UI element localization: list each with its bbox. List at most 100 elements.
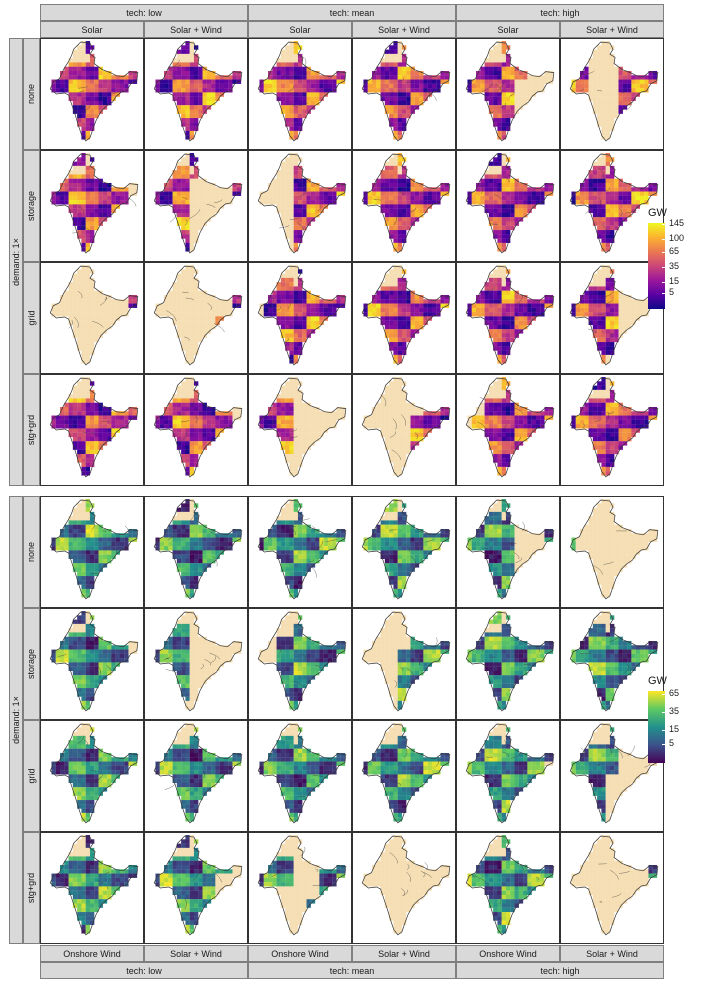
map-region-cell <box>189 312 195 317</box>
map-region-cell <box>389 273 394 278</box>
map-region-cell <box>384 324 390 330</box>
map-region-cell <box>293 165 299 171</box>
map-region-cell <box>77 419 82 425</box>
map-region-cell <box>202 187 207 192</box>
map-region-cell <box>172 70 177 76</box>
map-region-cell <box>289 182 294 188</box>
map-region-cell <box>523 212 528 218</box>
map-region-cell <box>618 200 623 205</box>
map-region-cell <box>605 53 611 59</box>
map-region-cell <box>319 415 324 420</box>
map-region-cell <box>293 122 299 127</box>
map-region-cell <box>85 58 91 63</box>
state-boundary <box>489 111 494 114</box>
map-region-cell <box>285 204 290 209</box>
map-region-cell <box>609 96 615 102</box>
map-region-cell <box>89 419 95 425</box>
map-region-cell <box>223 79 229 84</box>
map-region-cell <box>193 445 199 450</box>
map-region-cell <box>94 320 99 326</box>
map-region-cell <box>68 419 73 425</box>
map-region-cell <box>393 208 398 214</box>
map-region-cell <box>397 312 403 317</box>
map-region-cell <box>397 195 403 201</box>
map-region-cell <box>627 320 632 326</box>
map-region-cell <box>306 187 311 192</box>
map-region-cell <box>393 174 398 179</box>
map-region-cell <box>380 174 385 179</box>
map-region-cell <box>601 58 606 63</box>
map-region-cell <box>280 178 286 184</box>
map-region-cell <box>64 75 69 80</box>
map-region-cell <box>497 346 502 351</box>
map-region-cell <box>497 402 502 408</box>
map-region-cell <box>410 66 415 72</box>
map-region-cell <box>380 83 385 89</box>
map-region-cell <box>280 191 286 196</box>
map-region-cell <box>189 191 195 196</box>
map-region-cell <box>609 100 615 106</box>
map-region-cell <box>107 312 112 317</box>
map-region-cell <box>527 204 532 209</box>
map-region-cell <box>198 320 203 326</box>
map-region-cell <box>77 45 82 50</box>
map-region-cell <box>384 316 390 321</box>
map-region-cell <box>198 294 203 300</box>
map-region-cell <box>181 320 186 326</box>
map-region-cell <box>327 303 333 308</box>
map-region-cell <box>401 312 407 317</box>
map-region-cell <box>605 153 611 158</box>
map-region-cell <box>540 299 545 304</box>
map-region-cell <box>111 200 116 205</box>
map-region-cell <box>68 528 73 534</box>
map-region-cell <box>85 153 91 158</box>
map-region-cell <box>94 546 99 551</box>
map-region-cell <box>618 441 623 446</box>
map-region-cell <box>276 286 281 291</box>
map-region-cell <box>527 432 532 438</box>
map-region-cell <box>193 221 199 226</box>
map-region-cell <box>488 286 494 291</box>
map-region-cell <box>306 441 311 446</box>
map-region-cell <box>376 182 381 188</box>
map-region-cell <box>597 165 602 171</box>
india-choropleth-map <box>49 499 139 600</box>
map-region-cell <box>228 75 233 80</box>
map-region-cell <box>193 406 199 412</box>
map-region-cell <box>597 290 602 296</box>
map-region-cell <box>332 415 337 420</box>
map-region-cell <box>601 273 606 278</box>
map-region-cell <box>89 75 95 80</box>
map-region-cell <box>605 299 611 304</box>
map-region-cell <box>644 415 649 420</box>
map-region-cell <box>414 428 420 433</box>
map-region-cell <box>401 406 407 412</box>
map-region-cell <box>592 221 598 226</box>
map-region-cell <box>584 187 589 192</box>
map-region-cell <box>480 303 485 308</box>
map-region-cell <box>393 157 398 162</box>
map-region-cell <box>614 225 619 231</box>
map-region-cell <box>85 182 91 188</box>
map-region-cell <box>484 191 489 196</box>
map-region-cell <box>389 282 394 287</box>
state-boundary <box>389 431 396 438</box>
map-region-cell <box>601 230 606 235</box>
map-region-cell <box>198 333 203 338</box>
map-region-cell <box>181 178 186 184</box>
map-region-cell <box>315 299 320 304</box>
map-region-cell <box>332 303 337 308</box>
map-region-cell <box>510 432 515 438</box>
map-region-cell <box>622 208 628 214</box>
map-region-cell <box>410 406 415 412</box>
map-region-cell <box>289 242 294 248</box>
map-region-cell <box>597 221 602 226</box>
map-region-cell <box>77 53 82 59</box>
map-region-cell <box>185 58 190 63</box>
map-region-cell <box>393 58 398 63</box>
map-region-cell <box>189 92 195 97</box>
map-region-cell <box>176 333 182 338</box>
map-region-cell <box>310 79 316 84</box>
map-region-cell <box>107 299 112 304</box>
map-region-cell <box>484 411 489 416</box>
